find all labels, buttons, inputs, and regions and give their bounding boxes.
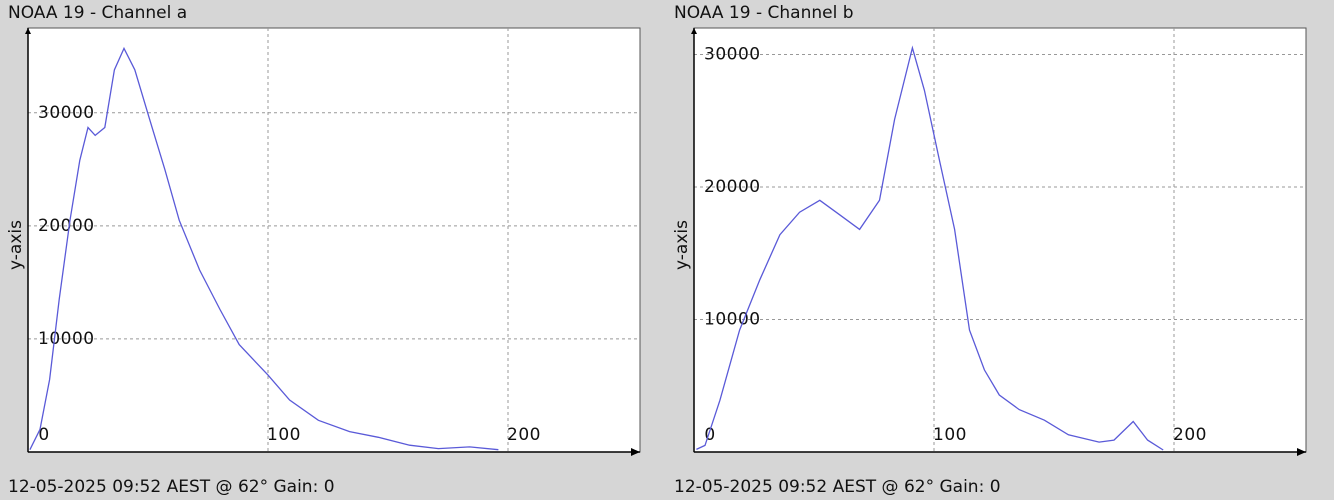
footer: 12-05-2025 09:52 AEST @ 62° Gain: 0 bbox=[8, 477, 335, 497]
x-tick-label: 0 bbox=[38, 425, 49, 445]
y-tick-label: 10000 bbox=[704, 310, 761, 330]
y-axis-label: y-axis bbox=[672, 220, 692, 270]
y-tick-label: 20000 bbox=[704, 177, 761, 197]
x-tick-label: 100 bbox=[267, 425, 301, 445]
x-tick-label: 100 bbox=[933, 425, 967, 445]
plot-area bbox=[693, 27, 1307, 453]
axis-arrow bbox=[691, 28, 697, 34]
x-tick-label: 200 bbox=[507, 425, 541, 445]
axis-arrow bbox=[25, 28, 31, 34]
chart-title: NOAA 19 - Channel a bbox=[8, 3, 187, 23]
chart-title: NOAA 19 - Channel b bbox=[674, 3, 854, 23]
y-tick-label: 30000 bbox=[704, 45, 761, 65]
data-line bbox=[29, 46, 499, 451]
y-axis-label: y-axis bbox=[6, 220, 26, 270]
axis-arrow bbox=[631, 448, 640, 456]
data-line bbox=[696, 45, 1164, 451]
axis-arrow bbox=[1297, 448, 1306, 456]
y-tick-label: 20000 bbox=[38, 216, 95, 236]
plot-area bbox=[27, 27, 641, 453]
x-tick-label: 200 bbox=[1173, 425, 1207, 445]
x-tick-label: 0 bbox=[704, 425, 715, 445]
y-tick-label: 10000 bbox=[38, 329, 95, 349]
y-tick-label: 30000 bbox=[38, 103, 95, 123]
footer: 12-05-2025 09:52 AEST @ 62° Gain: 0 bbox=[674, 477, 1001, 497]
